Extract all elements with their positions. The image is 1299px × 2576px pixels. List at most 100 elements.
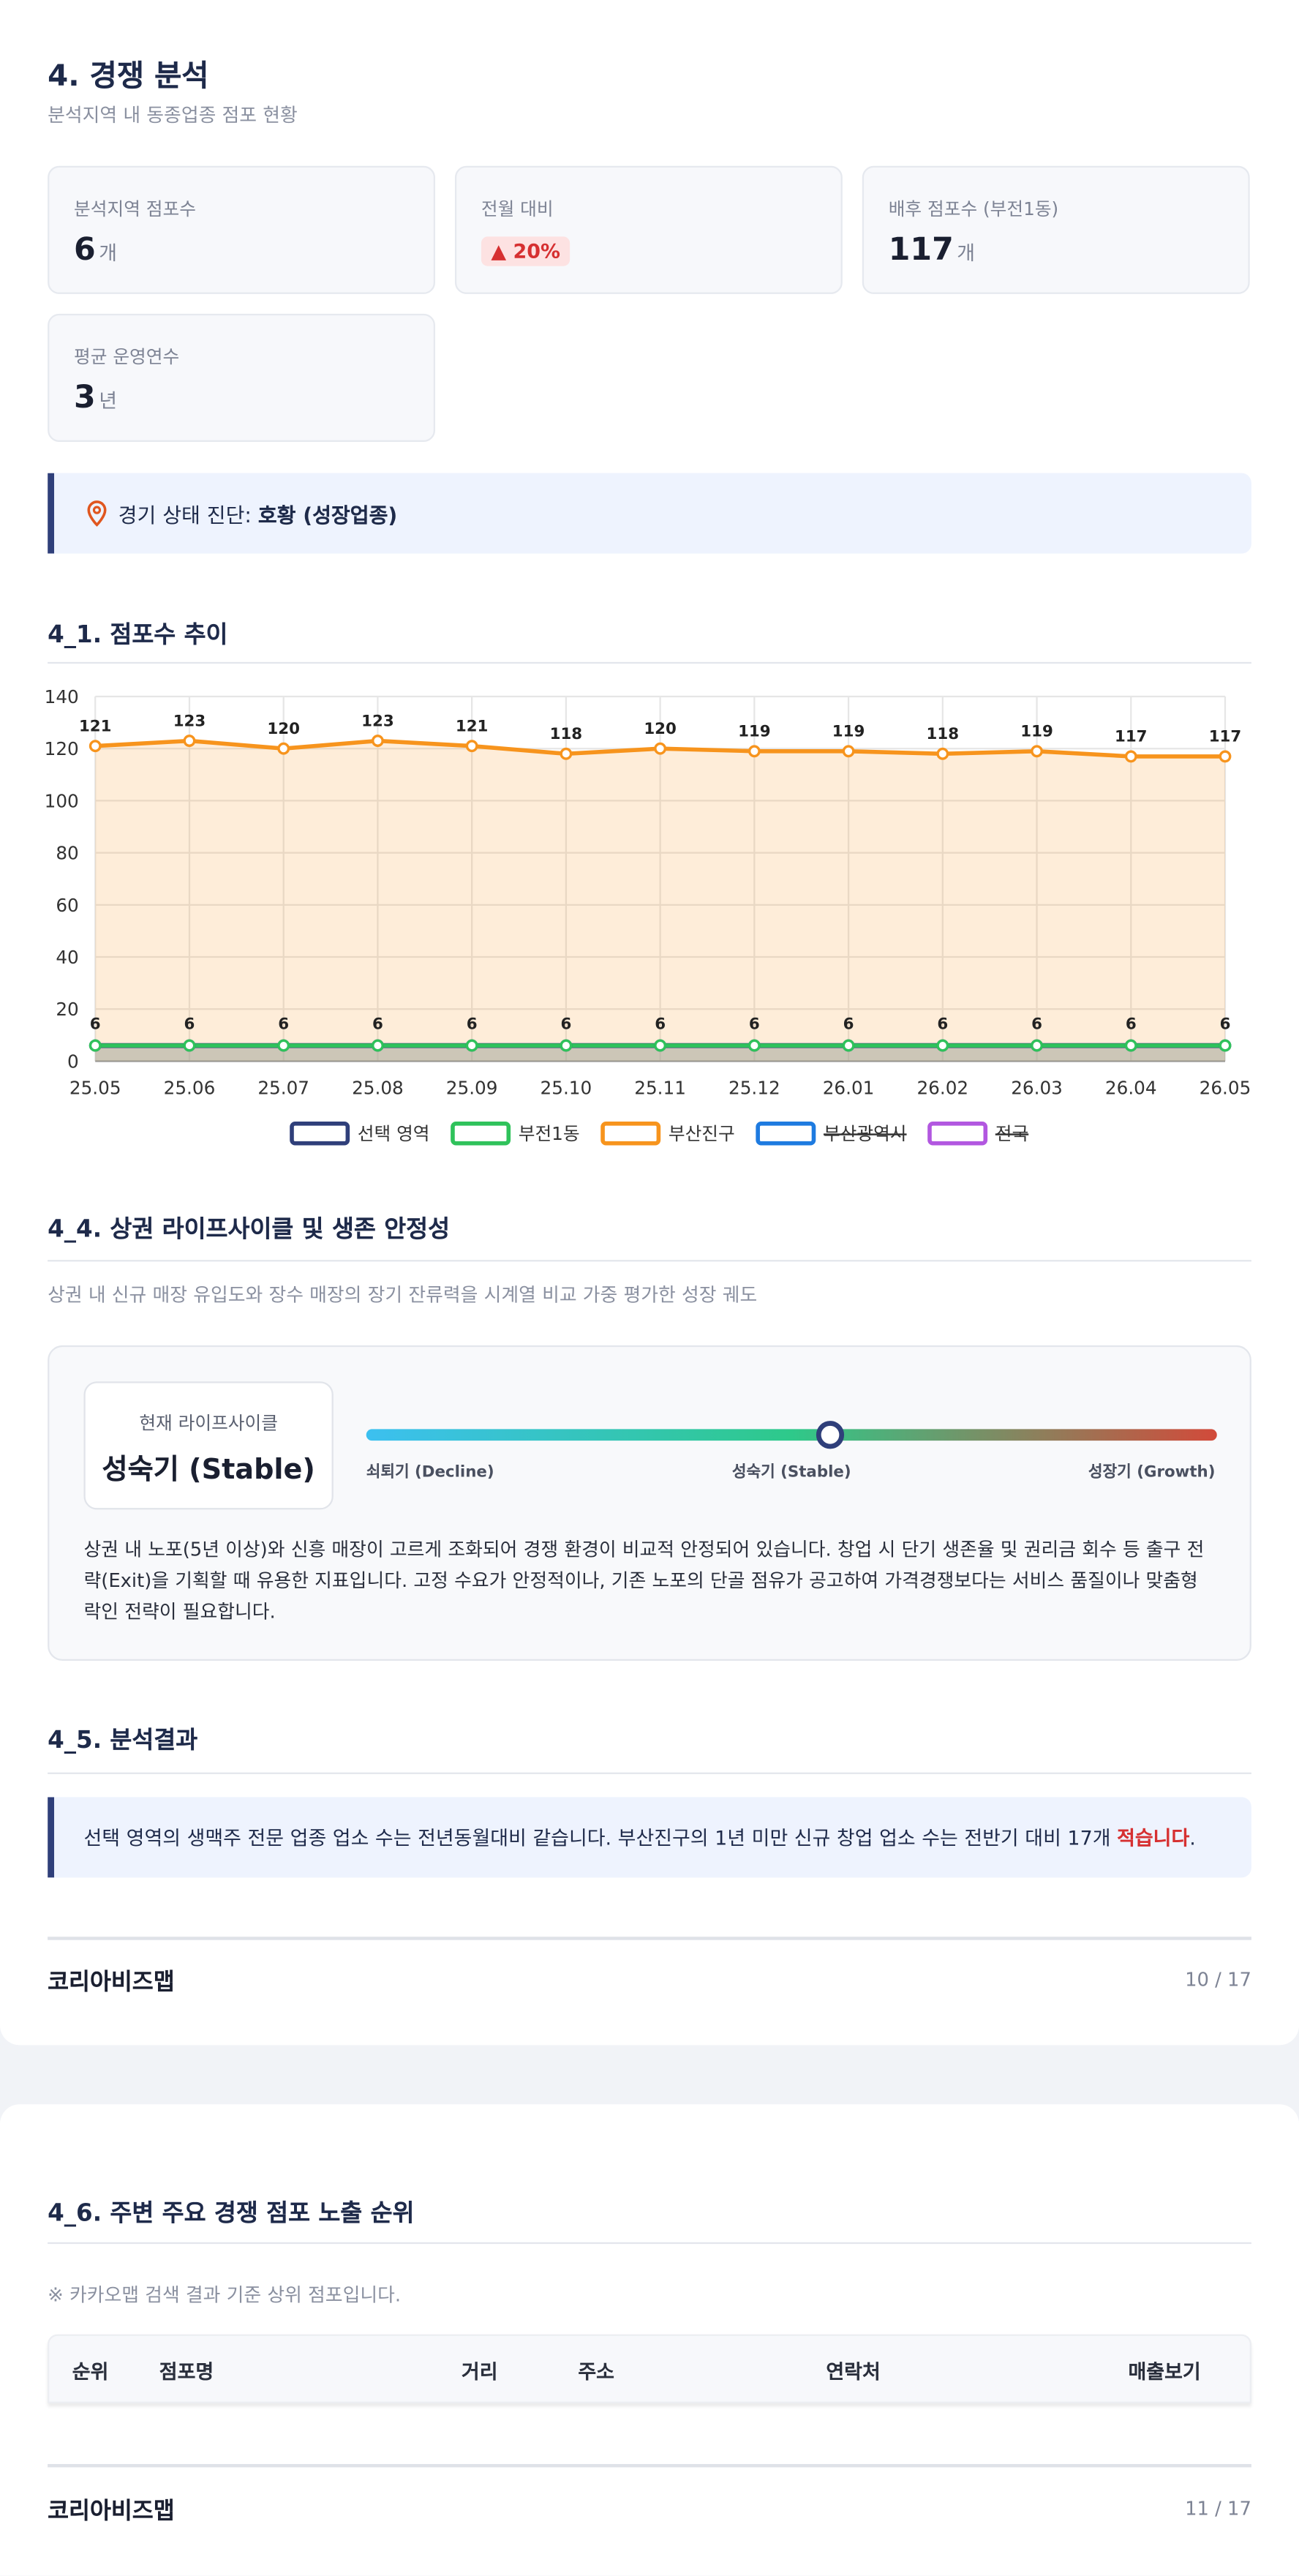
stat-card: 평균 운영연수 3 년 [48, 313, 436, 442]
point [1031, 745, 1043, 758]
point [183, 735, 196, 747]
data-label: 6 [749, 1015, 760, 1034]
x-tick-label: 25.10 [541, 1077, 592, 1098]
page-card: 4. 경쟁 분석 분석지역 내 동종업종 점포 현황 분석지역 점포수 6 개 전월… [0, 0, 1299, 2046]
x-tick-label: 25.08 [352, 1077, 404, 1098]
y-tick-label: 60 [56, 895, 78, 916]
data-label: 117 [1209, 728, 1242, 746]
data-label: 6 [372, 1015, 383, 1034]
data-label: 6 [467, 1015, 478, 1034]
point [748, 1039, 761, 1052]
data-label: 119 [832, 723, 865, 741]
x-tick-label: 26.02 [916, 1077, 968, 1098]
stat-card: 분석지역 점포수 6 개 [48, 165, 436, 294]
point [1124, 1039, 1137, 1052]
point [1031, 1039, 1043, 1052]
highlight: 적습니다 [1117, 1826, 1190, 1850]
legend-item: 부전1동 [451, 1121, 580, 1146]
point [277, 1039, 290, 1052]
text: . [1189, 1826, 1196, 1850]
note: ※ 카카오맵 검색 결과 기준 상위 점포입니다. [48, 2283, 402, 2307]
data-label: 120 [267, 720, 300, 738]
value: 6 [74, 231, 96, 268]
scale-label: 성숙기 (Stable) [731, 1463, 851, 1482]
data-label: 118 [550, 725, 583, 743]
stat-label: 분석지역 점포수 [74, 198, 196, 220]
divider [48, 1260, 1251, 1262]
data-label: 121 [79, 717, 112, 735]
lifecycle-bar [366, 1429, 1217, 1441]
footer-rule [48, 1937, 1251, 1940]
y-tick-label: 20 [56, 999, 78, 1020]
legend-label: 전국 [995, 1123, 1028, 1144]
y-tick-label: 0 [67, 1051, 79, 1072]
section-title: 4_1. 점포수 추이 [48, 622, 228, 649]
x-tick-label: 25.11 [634, 1077, 686, 1098]
x-tick-label: 25.07 [257, 1077, 309, 1098]
data-label: 6 [1220, 1015, 1231, 1034]
data-label: 6 [1031, 1015, 1042, 1034]
current-card: 현재 라이프사이클 성숙기 (Stable) [83, 1381, 334, 1510]
column: 순위 [72, 2360, 109, 2384]
data-label: 119 [738, 723, 771, 741]
page-number: 11 / 17 [1185, 2496, 1251, 2520]
data-label: 119 [1020, 723, 1053, 741]
column: 점포명 [159, 2360, 214, 2384]
current-stage: 성숙기 (Stable) [102, 1454, 315, 1487]
footer-brand: 코리아비즈맵 [48, 1969, 175, 1997]
data-label: 6 [937, 1015, 948, 1034]
point [1219, 750, 1232, 763]
stat-card: 배후 점포수 (부전1동) 117 개 [862, 165, 1250, 294]
point [842, 1039, 855, 1052]
unit: 개 [957, 241, 976, 265]
unit: 개 [99, 241, 118, 265]
pin-icon [87, 500, 107, 527]
x-tick-label: 25.12 [728, 1077, 780, 1098]
point [465, 1039, 478, 1052]
point [560, 1039, 573, 1052]
legend-swatch [756, 1121, 816, 1146]
column: 거리 [461, 2360, 498, 2384]
point [371, 1039, 384, 1052]
subtitle: 분석지역 내 동종업종 점포 현황 [48, 103, 298, 127]
page-card: 4_6. 주변 주요 경쟁 점포 노출 순위 ※ 카카오맵 검색 결과 기준 상… [0, 2104, 1299, 2576]
point [654, 742, 667, 755]
data-label: 123 [173, 712, 206, 730]
section-title: 4_6. 주변 주요 경쟁 점포 노출 순위 [48, 2201, 415, 2228]
column: 연락처 [826, 2360, 881, 2384]
stat-label: 평균 운영연수 [74, 346, 180, 368]
chart: 0 20 40 60 80 100 120 140 25.05 25.06 25.07 25.08 25… [45, 686, 1251, 1146]
value: 117 [888, 231, 954, 268]
legend-item: 부산광역시 [756, 1121, 907, 1146]
point [560, 747, 573, 760]
point [371, 735, 384, 747]
data-label: 120 [644, 720, 677, 738]
y-tick-label: 80 [56, 843, 78, 864]
stat-value: 117 개 [889, 232, 975, 268]
diagnosis-value: 호황 (성장업종) [257, 503, 398, 527]
diagnosis-box: 경기 상태 진단: 호황 (성장업종) [48, 473, 1251, 554]
legend-item: 부산진구 [600, 1121, 735, 1146]
data-label: 6 [560, 1015, 571, 1034]
section-title: 4_4. 상권 라이프사이클 및 생존 안정성 [48, 1217, 451, 1244]
text: 선택 영역의 생맥주 전문 업종 업소 수는 전년동월대비 같습니다. 부산진구… [83, 1826, 1118, 1850]
footer-rule [48, 2463, 1251, 2468]
legend: 선택 영역 부전1동 부산진구 부산광역시 전국 [290, 1121, 1028, 1146]
lifecycle-box: 현재 라이프사이클 성숙기 (Stable) 쇠퇴기 (Decline) 성숙기… [48, 1345, 1251, 1661]
data-label: 6 [655, 1015, 666, 1034]
x-tick-label: 26.05 [1200, 1077, 1251, 1098]
data-label: 117 [1115, 728, 1148, 746]
section-subtitle: 상권 내 신규 매장 유입도와 장수 매장의 장기 잔류력을 시계열 비교 가중… [48, 1283, 758, 1307]
point [89, 740, 102, 753]
data-label: 6 [278, 1015, 289, 1034]
stat-card: 전월 대비 ▲ 20% [454, 165, 843, 294]
point [277, 742, 290, 755]
x-tick-label: 25.09 [446, 1077, 498, 1098]
lifecycle-description: 상권 내 노포(5년 이상)와 신흥 매장이 고르게 조화되어 경쟁 환경이 비… [83, 1537, 1205, 1623]
y-tick-label: 100 [45, 790, 79, 811]
current-label: 현재 라이프사이클 [139, 1412, 278, 1435]
